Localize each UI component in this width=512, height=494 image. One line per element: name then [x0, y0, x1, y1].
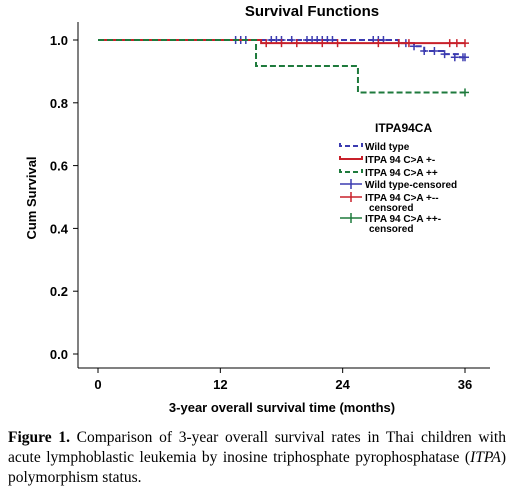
legend-item: ITPA 94 C>A ++-censored	[340, 213, 441, 235]
legend-label-line: censored	[369, 203, 413, 214]
legend-label: ITPA 94 C>A ++-censored	[365, 214, 441, 235]
legend-label-line: ITPA 94 C>A +--	[365, 193, 439, 204]
caption-italic-gene: ITPA	[470, 449, 501, 466]
legend-label: ITPA 94 C>A +-	[365, 155, 435, 166]
y-tick-label: 0.8	[50, 96, 68, 111]
legend-label-line: Wild type-censored	[365, 180, 457, 191]
censor-mark	[452, 39, 461, 48]
x-tick-label: 12	[213, 377, 227, 392]
figure-caption: Figure 1. Comparison of 3-year overall s…	[8, 428, 506, 488]
legend: ITPA94CA Wild type ITPA 94 C>A +- ITPA 94 C…	[339, 121, 457, 235]
censor-mark	[404, 39, 413, 48]
y-tick-label: 0.2	[50, 284, 68, 299]
legend-label-line: ITPA 94 C>A ++-	[365, 214, 441, 225]
y-tick-label: 0.0	[50, 347, 68, 362]
legend-item: Wild type-censored	[340, 179, 457, 191]
axes: 0.0 0.2 0.4 0.6 0.8 1.0 0 12 24 36	[50, 22, 490, 392]
censor-mark	[461, 88, 469, 97]
caption-text-2: ) polymorphism status.	[8, 449, 506, 486]
legend-label: Wild type	[365, 142, 410, 153]
censor-mark	[445, 39, 454, 48]
series-layer	[98, 36, 469, 97]
y-tick-label: 0.6	[50, 159, 68, 174]
censor-mark	[318, 39, 327, 48]
censor-mark	[262, 39, 271, 48]
x-tick-label: 24	[335, 377, 350, 392]
censor-mark	[430, 46, 439, 55]
legend-label: ITPA 94 C>A +--censored	[365, 193, 439, 214]
series-group	[98, 39, 469, 97]
series-line	[98, 39, 465, 94]
legend-swatch	[339, 143, 363, 147]
legend-swatch	[339, 156, 363, 160]
censor-mark	[374, 39, 383, 48]
censor-mark	[394, 39, 403, 48]
legend-label-line: Wild type	[365, 142, 410, 153]
censor-mark	[420, 46, 429, 55]
legend-item: ITPA 94 C>A +-	[339, 155, 435, 166]
legend-item: ITPA 94 C>A +--censored	[340, 192, 439, 214]
censor-mark	[440, 50, 449, 59]
caption-text-1: Comparison of 3-year overall survival ra…	[8, 429, 506, 466]
censor-mark	[461, 53, 469, 62]
x-tick-label: 0	[94, 377, 101, 392]
survival-chart: Survival Functions 0.0 0.2 0.4 0.6 0.8 1.0 0 12…	[24, 3, 490, 415]
legend-label-line: censored	[369, 224, 413, 235]
x-axis-label: 3-year overall survival time (months)	[169, 400, 395, 415]
legend-swatch	[339, 169, 363, 173]
censor-mark	[461, 39, 469, 48]
chart-title: Survival Functions	[245, 3, 379, 20]
censor-mark	[277, 39, 286, 48]
y-tick-label: 1.0	[50, 33, 68, 48]
x-tick-label: 36	[458, 377, 472, 392]
legend-title: ITPA94CA	[375, 121, 432, 135]
y-axis-label: Cum Survival	[24, 156, 39, 239]
y-tick-label: 0.4	[50, 221, 69, 236]
legend-item: Wild type	[339, 142, 410, 153]
figure-label: Figure 1.	[8, 429, 70, 446]
legend-label-line: ITPA 94 C>A +-	[365, 155, 435, 166]
legend-label: ITPA 94 C>A ++	[365, 168, 438, 179]
censor-mark	[292, 39, 301, 48]
legend-label: Wild type-censored	[365, 180, 457, 191]
legend-label-line: ITPA 94 C>A ++	[365, 168, 438, 179]
legend-item: ITPA 94 C>A ++	[339, 168, 438, 179]
censor-mark	[450, 53, 459, 62]
censor-mark	[333, 39, 342, 48]
